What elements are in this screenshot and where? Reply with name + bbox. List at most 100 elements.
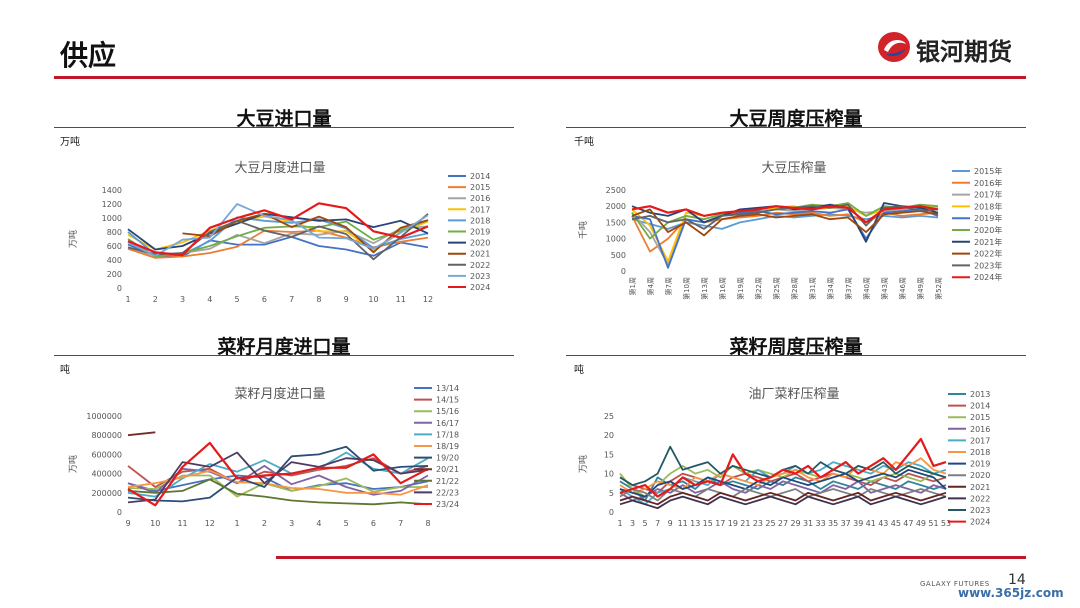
- y-axis-label: 万吨: [67, 455, 79, 473]
- x-tick-label: 3: [180, 295, 185, 304]
- y-tick-label: 1500: [606, 218, 626, 227]
- legend-label: 2014: [970, 402, 990, 411]
- y-tick-label: 2500: [606, 186, 626, 195]
- series-line-2024: [127, 202, 429, 257]
- x-tick-label: 12: [205, 519, 215, 528]
- panel-title-soy-crush: 大豆周度压榨量: [729, 108, 863, 130]
- legend-label: 21/22: [436, 477, 459, 486]
- x-tick-label: 35: [828, 519, 838, 528]
- legend-label: 2019: [470, 228, 490, 237]
- legend-label: 2013: [970, 390, 990, 399]
- y-tick-label: 500: [611, 251, 626, 260]
- y-tick-label: 400: [107, 256, 122, 265]
- x-tick-label: 17: [715, 519, 725, 528]
- panel-divider: [54, 355, 514, 356]
- series-line-2024年: [631, 205, 939, 224]
- x-tick-label: 12: [423, 295, 433, 304]
- x-tick-label: 第1周: [628, 277, 637, 295]
- x-tick-label: 第37周: [844, 277, 853, 300]
- y-tick-label: 1400: [102, 186, 122, 195]
- x-tick-label: 第49周: [916, 277, 925, 300]
- x-tick-label: 第31周: [808, 277, 817, 300]
- x-tick-label: 2: [153, 295, 158, 304]
- x-tick-label: 13: [690, 519, 700, 528]
- series-line-2022: [619, 495, 947, 510]
- watermark: www.365jz.com: [958, 586, 1064, 600]
- legend-label: 2019年: [974, 213, 1002, 223]
- series-line-2021: [619, 491, 947, 506]
- legend-label: 2021年: [974, 237, 1002, 247]
- x-tick-label: 31: [803, 519, 813, 528]
- y-tick-label: 0: [621, 267, 626, 276]
- x-tick-label: 3: [289, 519, 294, 528]
- x-tick-label: 9: [125, 519, 130, 528]
- x-tick-label: 39: [853, 519, 863, 528]
- legend-label: 2023: [470, 272, 490, 281]
- y-tick-label: 1200: [102, 200, 122, 209]
- y-tick-label: 200000: [91, 489, 122, 498]
- x-tick-label: 8: [425, 519, 430, 528]
- x-tick-label: 11: [177, 519, 187, 528]
- legend-label: 2022年: [974, 249, 1002, 259]
- y-tick-label: 0: [609, 508, 614, 517]
- page-title: 供应: [60, 39, 117, 72]
- series-line-2020: [619, 488, 947, 502]
- y-tick-label: 1000: [606, 235, 626, 244]
- legend-label: 18/19: [436, 442, 459, 451]
- unit-label: 吨: [60, 365, 70, 376]
- panel-title-rapeseed-crush: 菜籽周度压榨量: [729, 336, 863, 358]
- x-tick-label: 5: [643, 519, 648, 528]
- legend-label: 2018: [970, 448, 990, 457]
- y-tick-label: 2000: [606, 202, 626, 211]
- x-tick-label: 53: [941, 519, 951, 528]
- legend-label: 2024: [970, 518, 990, 527]
- legend-label: 20/21: [436, 465, 459, 474]
- legend-label: 2016年: [974, 178, 1002, 188]
- company-logo: 银河期货: [876, 30, 1026, 66]
- y-tick-label: 600: [107, 242, 122, 251]
- logo-text: 银河期货: [916, 38, 1012, 66]
- legend-label: 2020年: [974, 225, 1002, 235]
- y-tick-label: 1000000: [86, 412, 122, 421]
- x-tick-label: 1: [125, 295, 130, 304]
- series-line-18/19: [127, 469, 429, 496]
- legend-label: 2021: [970, 483, 990, 492]
- x-tick-label: 25: [765, 519, 775, 528]
- y-axis-label: 万吨: [577, 455, 589, 473]
- y-tick-label: 25: [604, 412, 614, 421]
- series-line-2024: [619, 437, 947, 498]
- x-tick-label: 8: [316, 295, 321, 304]
- legend-label: 2018: [470, 216, 490, 225]
- x-tick-label: 第13周: [700, 277, 709, 300]
- x-tick-label: 6: [262, 295, 267, 304]
- y-tick-label: 20: [604, 431, 614, 440]
- x-tick-label: 33: [816, 519, 826, 528]
- logo-mark-icon: [878, 32, 910, 62]
- x-tick-label: 1: [617, 519, 622, 528]
- y-axis-label: 万吨: [67, 230, 79, 248]
- panel-divider: [566, 127, 1026, 128]
- unit-label: 吨: [574, 365, 584, 376]
- legend-label: 2017: [470, 205, 490, 214]
- legend-label: 2023: [970, 506, 990, 515]
- legend-label: 2020: [470, 239, 490, 248]
- x-tick-label: 第40周: [862, 277, 871, 300]
- legend-label: 2019: [970, 460, 990, 469]
- x-tick-label: 7: [655, 519, 660, 528]
- legend-label: 14/15: [436, 396, 459, 405]
- x-tick-label: 43: [878, 519, 888, 528]
- legend-label: 19/20: [436, 454, 459, 463]
- unit-label: 万吨: [60, 137, 80, 148]
- y-tick-label: 800: [107, 228, 122, 237]
- chart-title: 大豆月度进口量: [234, 160, 325, 176]
- legend-label: 2015年: [974, 166, 1002, 176]
- y-tick-label: 15: [604, 450, 614, 459]
- x-tick-label: 4: [316, 519, 321, 528]
- panel-title-soy-import: 大豆进口量: [236, 108, 332, 130]
- x-tick-label: 第19周: [736, 277, 745, 300]
- x-tick-label: 第28周: [790, 277, 799, 300]
- footer-brand: GALAXY FUTURES: [920, 580, 990, 588]
